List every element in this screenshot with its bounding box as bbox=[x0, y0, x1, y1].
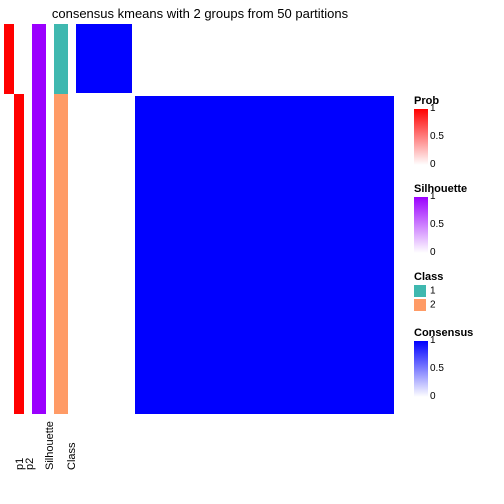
tick-label: 1 bbox=[430, 336, 436, 346]
swatch-label: 2 bbox=[430, 300, 436, 311]
annotation-Class bbox=[54, 24, 68, 414]
heatmap-block bbox=[133, 24, 394, 94]
consensus-heatmap bbox=[76, 24, 394, 414]
tick-label: 0 bbox=[430, 160, 436, 170]
legend-item: 2 bbox=[414, 299, 443, 313]
tick-label: 1 bbox=[430, 192, 436, 202]
gradient-ticks: 10.50 bbox=[430, 341, 460, 397]
legend-Silhouette: Silhouette 10.50 bbox=[414, 183, 467, 253]
tick-label: 0 bbox=[430, 248, 436, 258]
column-label-Silhouette: Silhouette bbox=[44, 421, 56, 470]
heatmap-block bbox=[133, 94, 394, 414]
group-gap bbox=[132, 24, 135, 414]
annotation-segment bbox=[54, 94, 68, 414]
swatch bbox=[414, 285, 426, 297]
gradient-bar: 10.50 bbox=[414, 109, 428, 165]
legend-Class: Class 1 2 bbox=[414, 271, 443, 313]
annotation-p2 bbox=[14, 24, 24, 414]
tick-label: 0 bbox=[430, 392, 436, 402]
annotation-segment bbox=[14, 94, 24, 414]
annotation-segment bbox=[4, 94, 14, 414]
group-gap bbox=[76, 93, 394, 96]
gradient-ticks: 10.50 bbox=[430, 109, 460, 165]
annotation-segment bbox=[4, 24, 14, 94]
legend-item: 1 bbox=[414, 285, 443, 299]
plot-title: consensus kmeans with 2 groups from 50 p… bbox=[0, 6, 400, 21]
legend-title: Consensus bbox=[414, 327, 473, 339]
gradient-ticks: 10.50 bbox=[430, 197, 460, 253]
annotation-segment bbox=[32, 24, 46, 414]
gradient-bar: 10.50 bbox=[414, 197, 428, 253]
annotation-p1 bbox=[4, 24, 14, 414]
swatch bbox=[414, 299, 426, 311]
tick-label: 0.5 bbox=[430, 132, 444, 142]
legend-title: Silhouette bbox=[414, 183, 467, 195]
column-label-Class: Class bbox=[66, 442, 78, 470]
legend-Prob: Prob10.50 bbox=[414, 95, 439, 165]
legend-Consensus: Consensus 10.50 bbox=[414, 327, 473, 397]
plot-area bbox=[4, 24, 394, 414]
tick-label: 0.5 bbox=[430, 220, 444, 230]
gradient-bar: 10.50 bbox=[414, 341, 428, 397]
annotation-segment bbox=[54, 24, 68, 94]
legend-title: Class bbox=[414, 271, 443, 283]
tick-label: 1 bbox=[430, 104, 436, 114]
swatch-label: 1 bbox=[430, 286, 436, 297]
heatmap-block bbox=[76, 24, 133, 94]
column-label-p2: p2 bbox=[24, 458, 36, 470]
annotation-Silhouette bbox=[32, 24, 46, 414]
tick-label: 0.5 bbox=[430, 364, 444, 374]
annotation-segment bbox=[14, 24, 24, 94]
heatmap-block bbox=[76, 94, 133, 414]
